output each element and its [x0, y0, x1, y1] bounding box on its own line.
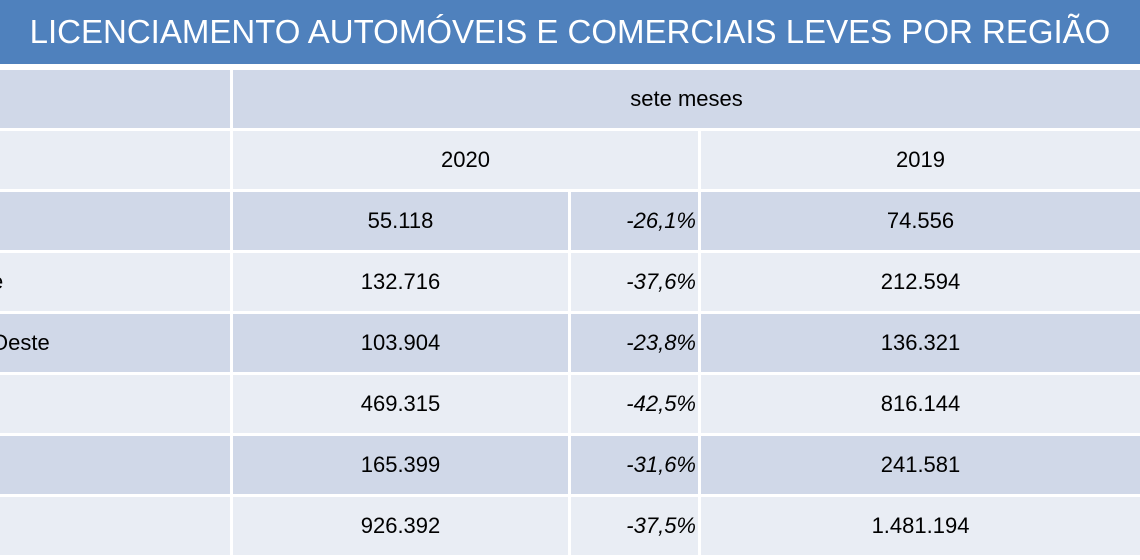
value-2020-text: 469.315 — [360, 391, 441, 416]
value-2020: 469.315 — [233, 375, 568, 433]
change-pct-text: -37,6% — [626, 269, 696, 294]
region-label: Oeste — [0, 314, 230, 372]
region-label-text: Oeste — [0, 330, 50, 355]
value-2019: 816.144 — [701, 375, 1140, 433]
change-pct: -23,8% — [571, 314, 698, 372]
region-label: e — [0, 253, 230, 311]
value-2019: 241.581 — [701, 436, 1140, 494]
year-header: 2020 — [233, 131, 698, 189]
value-2019-text: 241.581 — [880, 452, 961, 477]
value-2019: 1.481.194 — [701, 497, 1140, 555]
value-2020: 103.904 — [233, 314, 568, 372]
header-corner — [0, 131, 230, 189]
table-title: LICENCIAMENTO AUTOMÓVEIS E COMERCIAIS LE… — [0, 0, 1140, 64]
change-pct: -31,6% — [571, 436, 698, 494]
change-pct-text: -26,1% — [626, 208, 696, 233]
change-pct: -26,1% — [571, 192, 698, 250]
value-2020: 165.399 — [233, 436, 568, 494]
value-2020: 55.118 — [233, 192, 568, 250]
value-2020-text: 165.399 — [360, 452, 441, 477]
value-2019: 74.556 — [701, 192, 1140, 250]
change-pct-text: -23,8% — [626, 330, 696, 355]
year-header-text: 2020 — [441, 147, 490, 172]
value-2019-text: 136.321 — [880, 330, 961, 355]
header-corner — [0, 70, 230, 128]
year-header: 2019 — [701, 131, 1140, 189]
year-header-text: 2019 — [896, 147, 945, 172]
value-2019-text: 816.144 — [880, 391, 961, 416]
change-pct: -42,5% — [571, 375, 698, 433]
value-2020: 926.392 — [233, 497, 568, 555]
value-2019-text: 1.481.194 — [871, 513, 970, 538]
value-2019-text: 212.594 — [880, 269, 961, 294]
period-header-text: sete meses — [630, 86, 743, 111]
region-label — [0, 375, 230, 433]
value-2020-text: 103.904 — [360, 330, 441, 355]
value-2020-text: 132.716 — [360, 269, 441, 294]
region-label — [0, 192, 230, 250]
change-pct-text: -42,5% — [626, 391, 696, 416]
value-2019: 212.594 — [701, 253, 1140, 311]
change-pct: -37,5% — [571, 497, 698, 555]
change-pct: -37,6% — [571, 253, 698, 311]
change-pct-text: -31,6% — [626, 452, 696, 477]
value-2019: 136.321 — [701, 314, 1140, 372]
value-2020-text: 55.118 — [367, 208, 434, 233]
change-pct-text: -37,5% — [626, 513, 696, 538]
value-2020-text: 926.392 — [360, 513, 441, 538]
period-header: sete meses — [233, 70, 1140, 128]
region-label-text: e — [0, 269, 3, 295]
value-2020: 132.716 — [233, 253, 568, 311]
region-label — [0, 436, 230, 494]
value-2019-text: 74.556 — [886, 208, 955, 233]
region-label — [0, 497, 230, 555]
